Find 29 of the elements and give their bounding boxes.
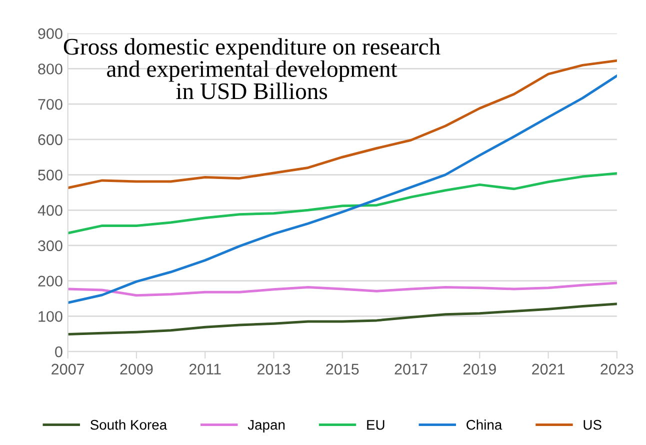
x-tick-label: 2017	[394, 364, 428, 375]
y-tick-label: 700	[38, 98, 62, 110]
text: Gross domestic expenditure on research and experimental development in USD Billions	[64, 38, 440, 100]
y-tick-label: 600	[38, 134, 62, 146]
y-tick-label: 800	[38, 64, 62, 74]
legend-label: Japan	[248, 420, 285, 432]
x-tick-label: 2023	[600, 364, 634, 375]
legend-label: US	[584, 420, 602, 430]
y-tick-label: 200	[38, 276, 62, 287]
x-tick-label: 2019	[463, 364, 496, 375]
line-series	[68, 172, 617, 234]
y-tick-label: 300	[38, 240, 62, 252]
legend-label: South Korea	[90, 420, 168, 430]
x-tick-label: 2015	[326, 364, 359, 375]
line-series	[68, 59, 617, 190]
y-tick-label: 500	[38, 170, 62, 180]
x-tick-label: 2013	[258, 364, 290, 375]
line-series	[68, 302, 617, 336]
x-tick-label: 2011	[189, 364, 221, 375]
x-tick-label: 2021	[532, 364, 565, 375]
legend-label: China	[466, 420, 502, 430]
x-tick-label: 2009	[120, 364, 153, 375]
x-tick-label: 2007	[52, 364, 84, 375]
y-tick-label: 400	[38, 205, 62, 216]
line-series	[68, 282, 617, 297]
legend-label: EU	[367, 420, 384, 430]
y-tick-label: 900	[38, 28, 62, 40]
y-tick-label: 0	[55, 346, 62, 358]
y-tick-label: 100	[38, 311, 62, 322]
